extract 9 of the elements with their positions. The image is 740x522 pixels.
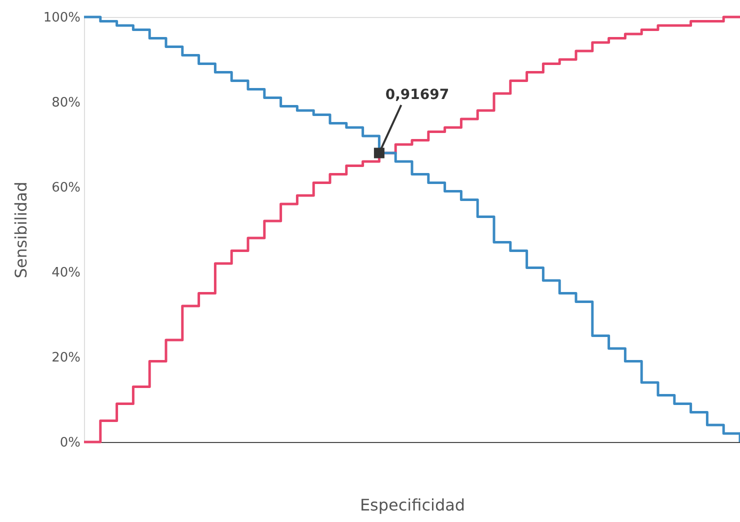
annotation: 0,91697 bbox=[385, 87, 450, 103]
y-tick-label: 40% bbox=[52, 266, 80, 280]
x-axis-title: Especificidad bbox=[360, 496, 466, 514]
y-tick-label: 100% bbox=[43, 10, 80, 26]
y-axis-title: Sensibilidad bbox=[11, 182, 30, 278]
y-tick-label: 80% bbox=[52, 96, 80, 110]
y-tick-label: 60% bbox=[52, 180, 80, 196]
y-tick-label: 0% bbox=[60, 436, 80, 450]
y-tick-label: 20% bbox=[52, 350, 80, 366]
